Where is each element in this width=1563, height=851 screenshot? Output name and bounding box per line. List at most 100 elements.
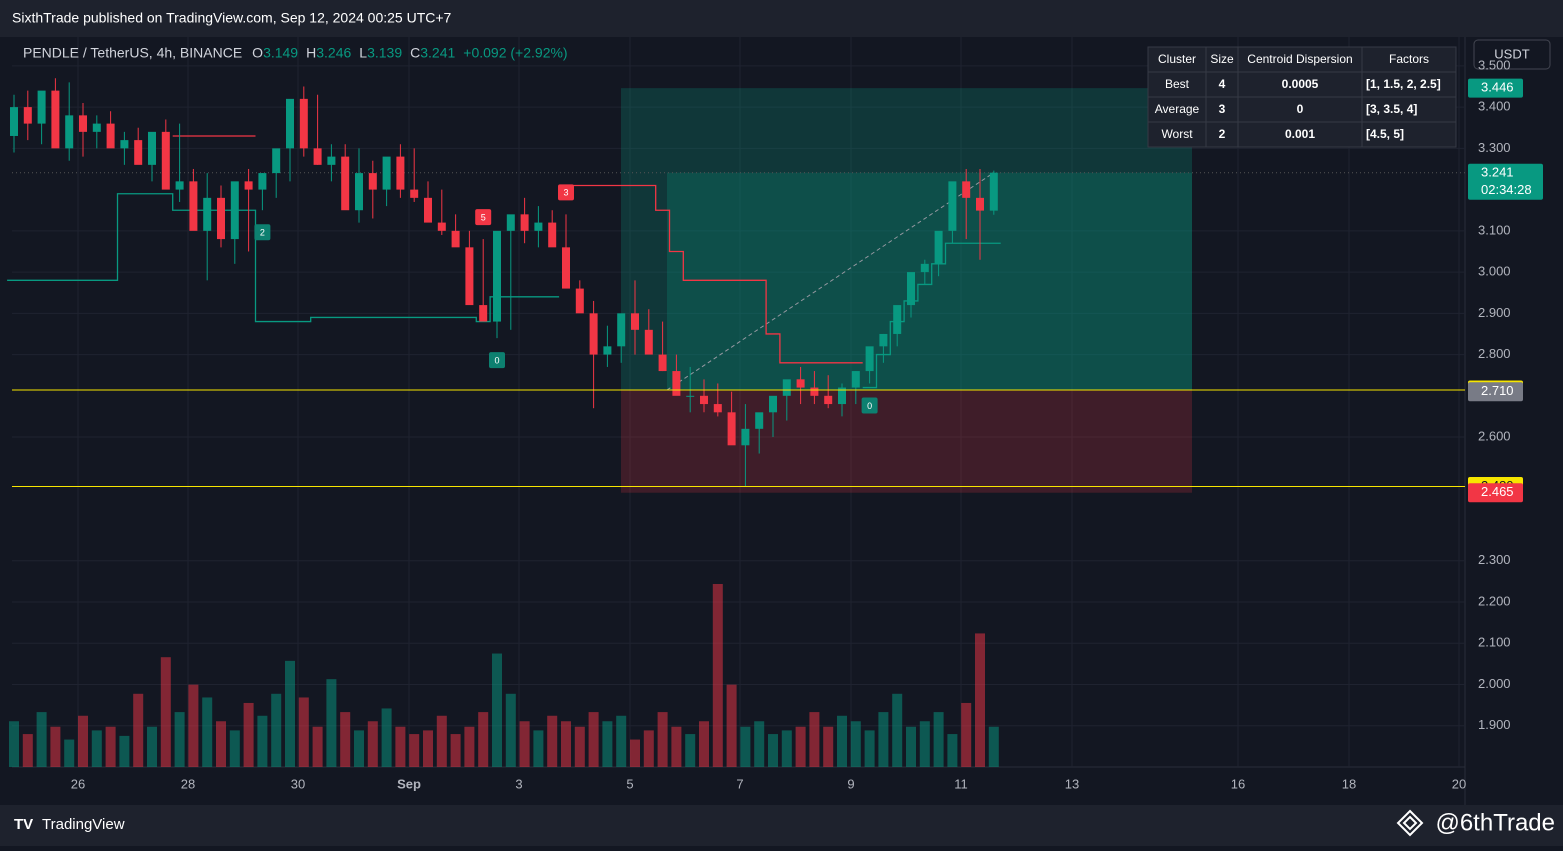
table-cell xyxy=(1237,71,1363,98)
x-tick-label: 3 xyxy=(515,776,522,791)
profit-fill xyxy=(667,172,1192,391)
volume-bar xyxy=(878,712,889,767)
volume-bar xyxy=(174,712,185,767)
volume-bar xyxy=(616,715,627,767)
candle-body xyxy=(658,354,667,372)
signal-marker xyxy=(475,209,492,226)
candle-body xyxy=(217,197,225,240)
volume-bar xyxy=(699,721,709,767)
candle-body xyxy=(437,222,446,231)
table-text: 0 xyxy=(1297,102,1304,116)
volume-bar xyxy=(588,712,599,767)
volume-bar xyxy=(781,730,792,767)
trend-line xyxy=(7,193,1001,389)
volume-bar xyxy=(547,715,558,767)
table-text: Best xyxy=(1165,77,1190,91)
volume-bar xyxy=(519,721,530,767)
signal-label: 5 xyxy=(481,212,486,222)
candle-body xyxy=(589,313,598,355)
header: SixthTrade published on TradingView.com,… xyxy=(12,10,452,26)
candle-body xyxy=(465,247,474,306)
volume-bar xyxy=(657,712,668,767)
candle-body xyxy=(327,156,336,165)
table-text: Average xyxy=(1155,102,1200,116)
price-tag xyxy=(1468,78,1523,98)
x-tick-label: 26 xyxy=(71,776,85,791)
candle-body xyxy=(175,181,184,190)
volume-bar xyxy=(712,584,723,767)
candle-body xyxy=(631,313,639,330)
volume-bar xyxy=(975,633,985,767)
volume-bar xyxy=(795,726,806,767)
volume-bar xyxy=(450,734,461,767)
candle-body xyxy=(493,230,501,322)
candle-body xyxy=(424,197,432,223)
table-text: Size xyxy=(1210,52,1234,66)
volume-bar xyxy=(381,708,392,767)
candle-body xyxy=(51,90,60,149)
candle-body xyxy=(644,329,653,355)
volume-bar xyxy=(505,693,516,767)
signal-label: 3 xyxy=(563,188,568,198)
volume-bar xyxy=(119,735,130,767)
volume-bar xyxy=(271,693,282,767)
candle-body xyxy=(548,222,557,248)
ohlc-value: 3.139 xyxy=(367,45,402,61)
volume-bar xyxy=(133,693,144,767)
top-bar xyxy=(0,0,1563,37)
volume-bar xyxy=(630,739,640,767)
volume-bar xyxy=(671,726,682,767)
trend-line xyxy=(172,135,863,364)
ohlc-value: 3.246 xyxy=(316,45,351,61)
volume-bar xyxy=(823,726,834,767)
candle-body xyxy=(920,263,929,273)
ohlc-key: H xyxy=(306,45,316,61)
table-cell xyxy=(1205,71,1239,98)
table-text: 4 xyxy=(1219,77,1226,91)
table-text: [3, 3.5, 4] xyxy=(1366,102,1417,116)
candle-body xyxy=(976,197,984,211)
volume-bar xyxy=(105,726,116,767)
table-cell xyxy=(1147,121,1207,148)
y-tick-label: 3.300 xyxy=(1478,140,1511,155)
x-tick-label: 5 xyxy=(626,776,633,791)
candle-body xyxy=(134,140,143,165)
stop-zone xyxy=(621,390,1192,493)
volume-bar xyxy=(229,730,240,767)
candle-body xyxy=(148,131,156,165)
y-tick-label: 1.900 xyxy=(1478,717,1511,732)
currency-button[interactable] xyxy=(1473,39,1551,70)
candle-body xyxy=(796,379,805,388)
x-tick-label: 9 xyxy=(847,776,854,791)
signal-label: 0 xyxy=(867,401,872,411)
candle-body xyxy=(782,379,791,396)
table-cell xyxy=(1237,121,1363,148)
y-tick-label: 2.200 xyxy=(1478,593,1511,608)
volume-bar xyxy=(685,734,696,767)
candle-body xyxy=(686,395,695,397)
y-tick-label: 2.100 xyxy=(1478,635,1511,650)
volume-bar xyxy=(423,730,433,767)
volume-bar xyxy=(492,653,502,767)
candle-body xyxy=(244,181,253,190)
volume-bar xyxy=(22,734,33,767)
volume-bar xyxy=(395,726,406,767)
x-tick-label: 13 xyxy=(1065,776,1079,791)
candle-body xyxy=(575,288,584,314)
candle-body xyxy=(92,123,101,132)
table-cell xyxy=(1361,71,1457,98)
candle-body xyxy=(741,428,750,446)
position-diagonal xyxy=(666,172,995,391)
candle-body xyxy=(672,371,681,396)
candle-body xyxy=(755,412,764,429)
volume-bar xyxy=(312,726,323,767)
volume-bar xyxy=(533,730,544,767)
price-tag xyxy=(1468,382,1523,402)
table-text: 0.0005 xyxy=(1282,77,1319,91)
candle-body xyxy=(948,181,957,231)
x-tick-label: 20 xyxy=(1452,776,1466,791)
table-text: 0.001 xyxy=(1285,127,1315,141)
volume-bar xyxy=(864,730,875,767)
signal-marker xyxy=(254,224,271,241)
y-tick-label: 3.100 xyxy=(1478,222,1511,237)
